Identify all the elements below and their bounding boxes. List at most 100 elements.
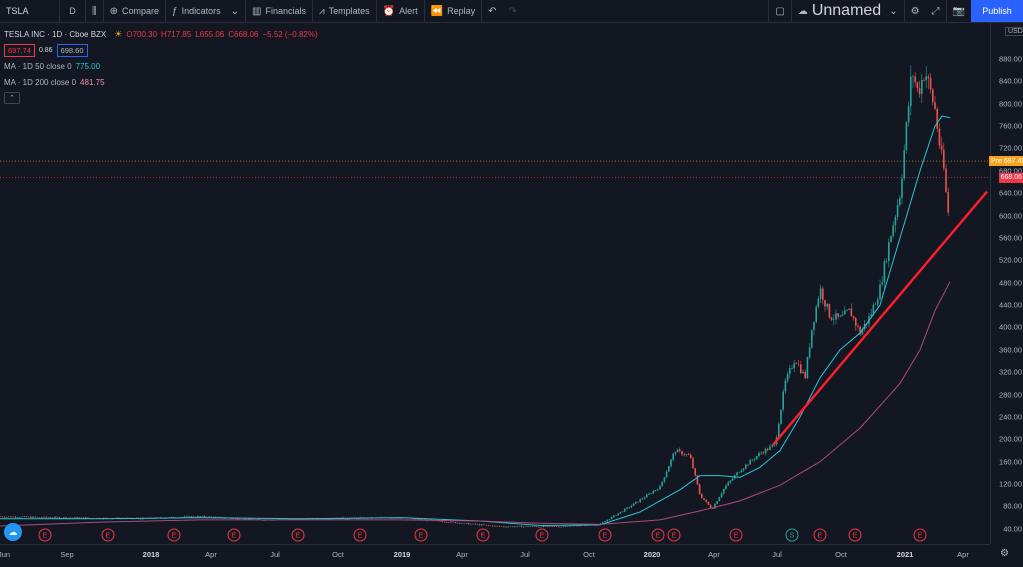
cloud-icon[interactable]: ☁ xyxy=(4,523,22,541)
candle-body xyxy=(703,498,705,500)
candle-body xyxy=(912,76,914,78)
redo-button[interactable]: ↷ xyxy=(502,0,522,22)
fullscreen-button[interactable]: ⤢ xyxy=(926,0,946,22)
bid-price[interactable]: 697.74 xyxy=(4,43,35,57)
event-marker[interactable] xyxy=(353,528,367,542)
event-marker[interactable] xyxy=(101,528,115,542)
legend-ma200-row[interactable]: MA · 1D 200 close 0 481.75 xyxy=(4,75,318,89)
compare-button[interactable]: ⊕ Compare xyxy=(104,0,167,22)
legend-open: O700.30 xyxy=(126,29,158,39)
undo-button[interactable]: ↶ xyxy=(482,0,502,22)
candle-body xyxy=(874,304,877,306)
event-marker[interactable] xyxy=(38,528,52,542)
event-marker[interactable] xyxy=(667,528,681,542)
event-marker[interactable] xyxy=(476,528,490,542)
candle-body xyxy=(731,478,734,481)
candle-body xyxy=(208,516,210,518)
candle-body xyxy=(507,526,509,528)
legend-ma50-row[interactable]: MA · 1D 50 close 0 775.00 xyxy=(4,59,318,73)
candle-body xyxy=(331,518,333,520)
chart-style-button[interactable]: ⫼ xyxy=(86,0,104,22)
event-marker[interactable] xyxy=(414,528,428,542)
candle-body xyxy=(346,518,349,520)
candle-body xyxy=(885,260,888,262)
ask-price[interactable]: 698.60 xyxy=(56,43,88,57)
time-tick: Apr xyxy=(205,550,217,559)
time-axis[interactable]: Jun Sep 2018 Apr Jul Oct 2019 Apr Jul Oct 2020 Apr J… xyxy=(0,544,990,567)
price-tick: 760.00 xyxy=(999,121,1022,131)
candle-body xyxy=(932,89,934,103)
candle-body xyxy=(685,454,688,455)
price-tick: 480.00 xyxy=(999,278,1022,288)
chevron-up-icon: ⌃ xyxy=(9,95,15,102)
candle-body xyxy=(56,516,58,518)
candle-body xyxy=(245,518,248,520)
candle-body xyxy=(82,517,85,519)
candle-body xyxy=(558,526,560,528)
candle-body xyxy=(608,519,611,521)
candle-body xyxy=(234,518,237,519)
event-marker[interactable] xyxy=(167,528,181,542)
candle-body xyxy=(461,523,463,524)
candle-body xyxy=(170,517,173,518)
candle-body xyxy=(32,516,34,518)
candle-body xyxy=(236,518,239,520)
camera-icon: 📷 xyxy=(952,5,965,17)
event-marker[interactable] xyxy=(535,528,549,542)
event-marker[interactable] xyxy=(227,528,241,542)
event-marker[interactable] xyxy=(848,528,862,542)
event-marker-label: E xyxy=(232,533,237,540)
candle-body xyxy=(397,517,399,519)
price-tick: 560.00 xyxy=(999,233,1022,243)
candle-body xyxy=(723,488,725,494)
candle-body xyxy=(628,507,630,508)
event-marker[interactable] xyxy=(651,528,665,542)
settings-button[interactable]: ⚙ xyxy=(903,0,926,22)
event-marker-label: E xyxy=(734,533,739,540)
gear-icon: ⚙ xyxy=(910,5,920,17)
candle-body xyxy=(639,499,641,503)
event-marker[interactable] xyxy=(813,528,827,542)
candle-body xyxy=(718,497,721,502)
legend-title: TESLA INC · 1D · Cboe BZX xyxy=(4,29,107,39)
templates-button[interactable]: ⩘ Templates xyxy=(313,0,377,22)
candle-body xyxy=(329,518,331,520)
event-marker[interactable] xyxy=(291,528,305,542)
axis-settings-icon[interactable]: ⚙ xyxy=(1000,548,1009,559)
legend-collapse-row: ⌃ xyxy=(4,91,318,105)
symbol-search[interactable]: TSLA xyxy=(0,0,60,22)
event-marker[interactable] xyxy=(598,528,612,542)
candle-body xyxy=(679,449,681,451)
interval-button[interactable]: D xyxy=(60,0,86,22)
candle-body xyxy=(232,518,234,519)
candle-body xyxy=(923,79,925,81)
event-marker[interactable] xyxy=(729,528,743,542)
candle-body xyxy=(762,452,765,454)
price-tick: 40.00 xyxy=(1003,524,1022,534)
candle-body xyxy=(837,313,839,317)
price-tick: 600.00 xyxy=(999,211,1022,221)
price-axis[interactable]: 880.00 840.00 800.00 760.00 720.00 680.00 640.… xyxy=(989,23,1023,544)
event-marker-label: E xyxy=(672,533,677,540)
replay-button[interactable]: ⏪ Replay xyxy=(425,0,483,22)
candle-body xyxy=(505,526,507,528)
financials-button[interactable]: ▥ Financials xyxy=(246,0,313,22)
layout-name-label: Unnamed xyxy=(811,2,882,19)
publish-button[interactable]: Publish xyxy=(971,0,1023,22)
event-marker[interactable] xyxy=(785,528,799,542)
candle-body xyxy=(720,493,723,498)
event-marker[interactable] xyxy=(913,528,927,542)
candle-body xyxy=(456,522,459,524)
alert-button[interactable]: ⏰ Alert xyxy=(377,0,425,22)
layout-name-button[interactable]: ☁ Unnamed ⌄ xyxy=(790,0,904,22)
candle-body xyxy=(624,508,626,512)
candle-body xyxy=(815,306,817,322)
candle-body xyxy=(905,122,908,151)
snapshot-button[interactable]: 📷 xyxy=(945,0,971,22)
candle-body xyxy=(511,526,514,528)
currency-label[interactable]: USD xyxy=(1005,27,1023,36)
collapse-legend-button[interactable]: ⌃ xyxy=(4,92,20,104)
fullscreen-layout-button[interactable]: ▢ xyxy=(768,0,790,22)
indicators-button[interactable]: ƒ Indicators ⌄ xyxy=(166,0,246,22)
